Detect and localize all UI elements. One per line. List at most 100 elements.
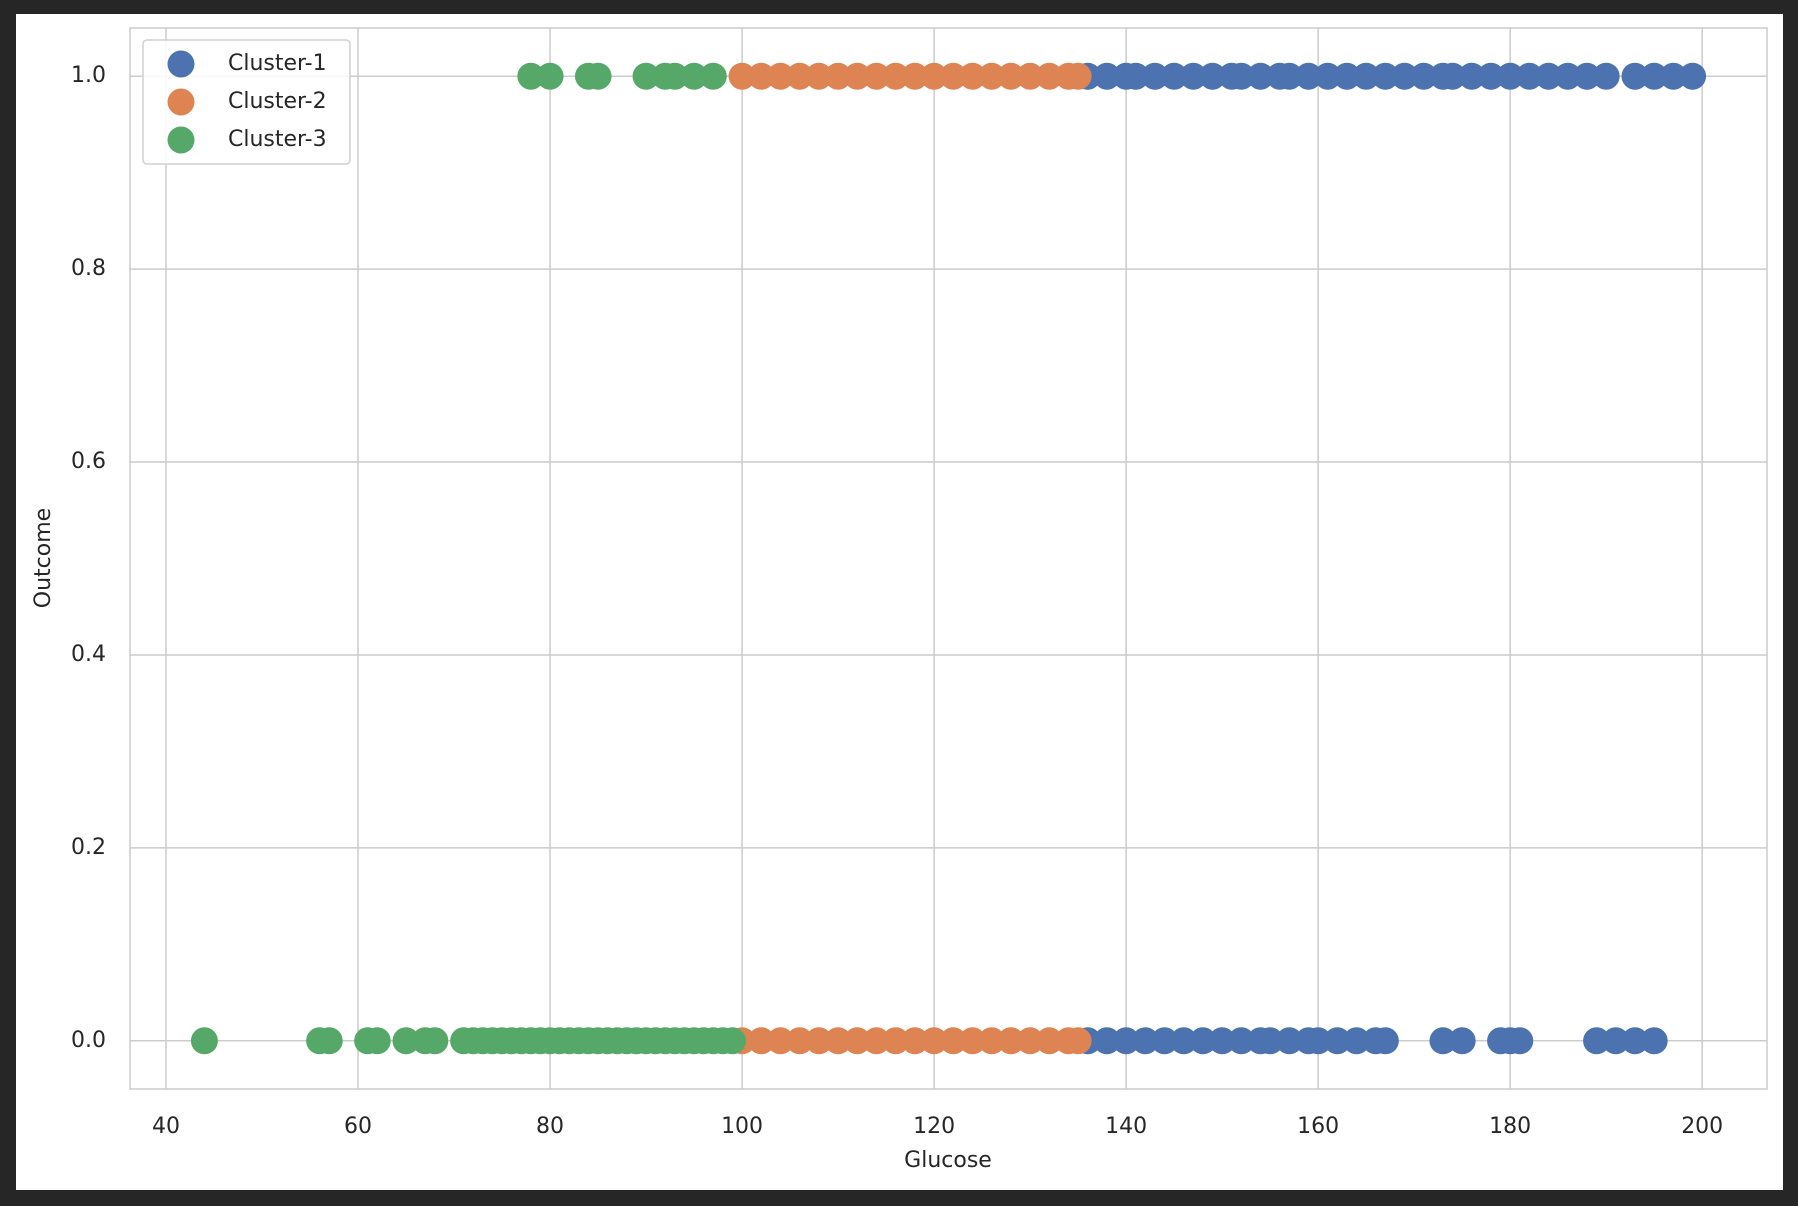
x-tick-label: 80 — [536, 1114, 564, 1139]
legend-label: Cluster-2 — [228, 89, 327, 114]
point — [1602, 1027, 1630, 1055]
point — [1343, 1027, 1371, 1055]
point — [584, 62, 612, 90]
point — [1429, 1027, 1457, 1055]
point — [1151, 1027, 1179, 1055]
point — [1323, 1027, 1351, 1055]
legend-label: Cluster-3 — [228, 127, 327, 152]
x-tick-label: 160 — [1297, 1114, 1339, 1139]
point — [1314, 62, 1342, 90]
point — [1448, 1027, 1476, 1055]
x-tick-label: 60 — [344, 1114, 372, 1139]
legend: Cluster-1 Cluster-2 Cluster-3 — [142, 39, 351, 165]
point — [901, 1027, 929, 1055]
point — [315, 1027, 343, 1055]
point — [1506, 1027, 1534, 1055]
point — [843, 62, 871, 90]
point — [1410, 62, 1438, 90]
point — [843, 1027, 871, 1055]
point — [997, 62, 1025, 90]
point — [1640, 62, 1668, 90]
point — [392, 1027, 420, 1055]
point — [978, 1027, 1006, 1055]
point — [959, 1027, 987, 1055]
point — [1371, 1027, 1399, 1055]
x-tick-label: 120 — [913, 1114, 955, 1139]
point — [1275, 62, 1303, 90]
plot-area — [129, 27, 1768, 1090]
point — [1122, 62, 1150, 90]
x-tick-label: 140 — [1105, 1114, 1147, 1139]
point — [1640, 1027, 1668, 1055]
point — [1112, 1027, 1140, 1055]
legend-marker — [167, 88, 195, 116]
point — [1064, 1027, 1092, 1055]
y-tick-label: 0.0 — [71, 1028, 106, 1053]
point — [1093, 1027, 1121, 1055]
y-tick-label: 0.8 — [71, 256, 106, 281]
point — [1621, 62, 1649, 90]
point — [824, 62, 852, 90]
point — [1496, 62, 1524, 90]
point — [862, 1027, 890, 1055]
point — [766, 1027, 794, 1055]
point — [661, 62, 689, 90]
x-axis-label: Glucose — [904, 1148, 992, 1173]
point — [1035, 62, 1063, 90]
labels: Glucose Outcome 40 60 80 100 120 140 160 180 200… — [31, 63, 1723, 1173]
point — [1227, 1027, 1255, 1055]
point — [766, 62, 794, 90]
point — [421, 1027, 449, 1055]
point — [882, 1027, 910, 1055]
legend-marker — [167, 50, 195, 78]
point — [1333, 62, 1361, 90]
point — [1304, 1027, 1332, 1055]
points — [190, 62, 1707, 1055]
point — [1016, 62, 1044, 90]
point — [1035, 1027, 1063, 1055]
point — [718, 1027, 746, 1055]
y-tick-label: 0.4 — [71, 642, 106, 667]
point — [786, 1027, 814, 1055]
point — [1352, 62, 1380, 90]
point — [1189, 1027, 1217, 1055]
point — [805, 62, 833, 90]
point — [1371, 62, 1399, 90]
point — [1515, 62, 1543, 90]
point — [517, 62, 545, 90]
point — [1535, 62, 1563, 90]
x-tick-label: 200 — [1681, 1114, 1723, 1139]
point — [1199, 62, 1227, 90]
point — [920, 62, 948, 90]
point — [190, 1027, 218, 1055]
y-tick-label: 1.0 — [71, 63, 106, 88]
point — [920, 1027, 948, 1055]
legend-label: Cluster-1 — [228, 51, 327, 76]
point — [1208, 1027, 1236, 1055]
point — [1131, 1027, 1159, 1055]
point — [862, 62, 890, 90]
point — [1160, 62, 1188, 90]
point — [959, 62, 987, 90]
point — [747, 1027, 775, 1055]
point — [632, 62, 660, 90]
point — [1583, 1027, 1611, 1055]
point — [901, 62, 929, 90]
point — [824, 1027, 852, 1055]
point — [997, 1027, 1025, 1055]
x-tick-label: 100 — [721, 1114, 763, 1139]
point — [882, 62, 910, 90]
point — [699, 62, 727, 90]
point — [1275, 1027, 1303, 1055]
y-tick-label: 0.6 — [71, 449, 106, 474]
x-tick-label: 180 — [1489, 1114, 1531, 1139]
point — [1170, 1027, 1198, 1055]
y-axis-label: Outcome — [31, 508, 56, 608]
point — [786, 62, 814, 90]
point — [1554, 62, 1582, 90]
point — [1064, 62, 1092, 90]
point — [1592, 62, 1620, 90]
point — [1477, 62, 1505, 90]
